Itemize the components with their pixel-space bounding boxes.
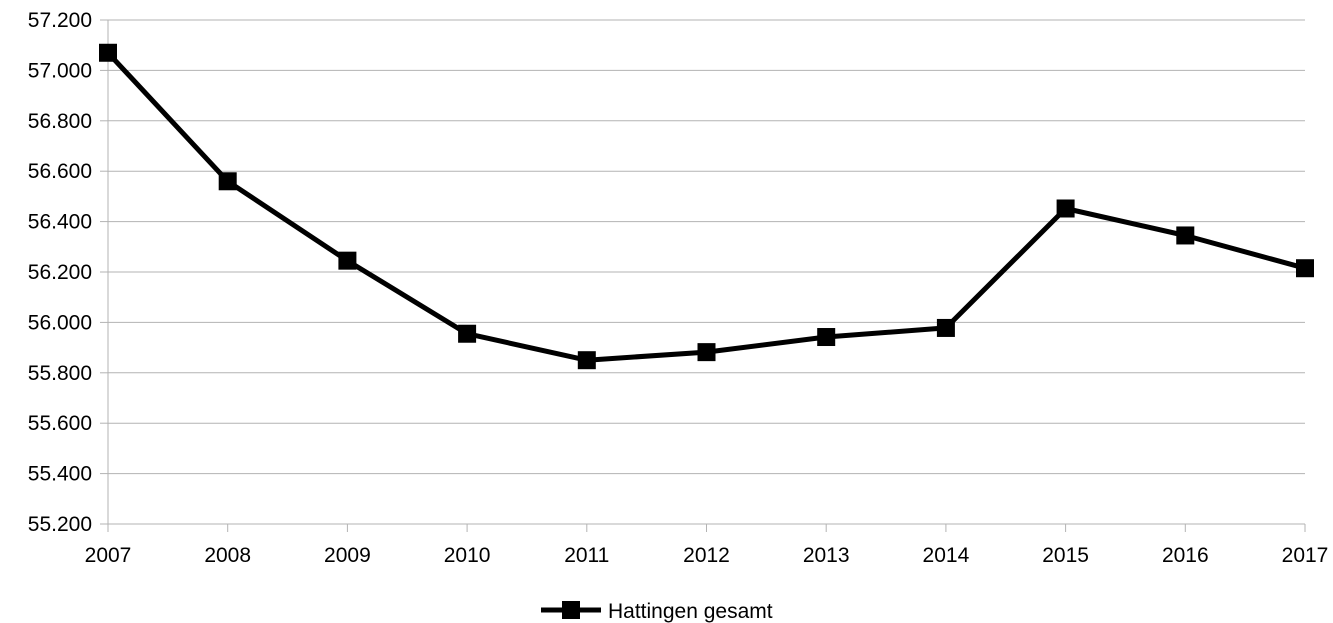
data-point-marker xyxy=(697,343,716,362)
x-axis-ticks xyxy=(107,524,1306,532)
x-axis-tick-labels: 2007 2008 2009 2010 2011 2012 2013 2014 2015 2016… xyxy=(85,544,1329,567)
legend: Hattingen gesamt xyxy=(541,600,773,623)
data-point-marker xyxy=(338,251,357,270)
series-layer xyxy=(99,43,1314,370)
y-tick-label: 55.800 xyxy=(28,362,92,385)
x-tick-label: 2013 xyxy=(803,544,850,567)
series-markers xyxy=(99,43,1314,370)
y-tick-label: 56.000 xyxy=(28,311,92,334)
y-tick-label: 55.600 xyxy=(28,412,92,435)
y-tick-label: 55.400 xyxy=(28,463,92,486)
y-tick-label: 56.800 xyxy=(28,110,92,133)
y-tick-label: 55.200 xyxy=(28,513,92,536)
y-tick-label: 56.600 xyxy=(28,160,92,183)
x-tick-label: 2011 xyxy=(564,544,609,567)
gridlines xyxy=(100,19,1305,525)
y-tick-label: 57.000 xyxy=(28,59,92,82)
x-tick-label: 2009 xyxy=(324,544,371,567)
data-point-marker xyxy=(1176,226,1195,245)
x-tick-label: 2014 xyxy=(923,544,970,567)
x-tick-label: 2012 xyxy=(683,544,730,567)
x-tick-label: 2016 xyxy=(1162,544,1209,567)
legend-label: Hattingen gesamt xyxy=(608,600,773,623)
series-line-hattingen-gesamt xyxy=(106,51,1306,363)
data-point-marker xyxy=(1056,199,1075,218)
legend-marker-icon xyxy=(562,601,580,619)
x-tick-label: 2008 xyxy=(204,544,251,567)
y-tick-label: 56.200 xyxy=(28,261,92,284)
x-tick-label: 2017 xyxy=(1282,544,1329,567)
y-tick-label: 56.400 xyxy=(28,211,92,234)
data-point-marker xyxy=(99,43,117,62)
x-tick-label: 2010 xyxy=(444,544,491,567)
data-point-marker xyxy=(577,351,596,370)
x-tick-label: 2015 xyxy=(1042,544,1089,567)
data-point-marker xyxy=(218,172,237,191)
x-tick-label: 2007 xyxy=(85,544,132,567)
data-point-marker xyxy=(458,324,477,343)
data-point-marker xyxy=(936,318,955,337)
data-point-marker xyxy=(1296,259,1314,278)
y-tick-label: 57.200 xyxy=(28,9,92,32)
y-axis-tick-labels: 55.200 55.400 55.600 55.800 56.000 56.200 56.4… xyxy=(28,9,92,536)
data-point-marker xyxy=(817,328,836,347)
